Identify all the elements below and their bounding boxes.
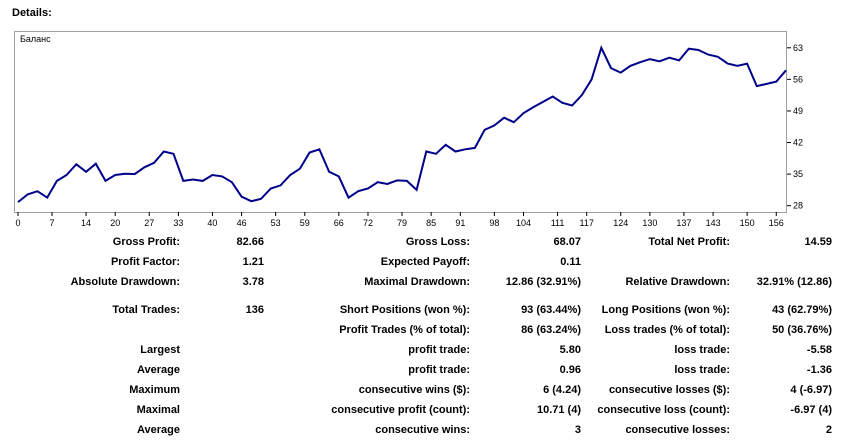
expected-payoff-label: Expected Payoff: xyxy=(380,256,470,268)
balance-chart: 0 7 14 20 27 33 40 46 53 59 66 72 79 85 91 98 104 111 117 1… xyxy=(15,43,803,228)
x-tick-label: 117 xyxy=(580,218,594,228)
loss-trades-value: 50 (36.76%) xyxy=(772,324,832,336)
y-tick-label: 49 xyxy=(793,106,803,116)
balance-series-line xyxy=(17,45,787,203)
largest-label: Largest xyxy=(140,344,180,356)
profit-factor-label: Profit Factor: xyxy=(110,256,180,268)
long-positions-value: 43 (62.79%) xyxy=(772,304,832,316)
total-net-profit-label: Total Net Profit: xyxy=(648,236,730,248)
short-positions-value: 93 (63.44%) xyxy=(521,304,581,316)
average-profit-trade-label: profit trade: xyxy=(408,364,470,376)
maximum-consecutive-wins-value: 6 (4.24) xyxy=(543,384,581,396)
average-label: Average xyxy=(136,364,180,376)
maximal-label: Maximal xyxy=(136,404,180,416)
average-consecutive-wins-value: 3 xyxy=(574,424,581,436)
series-name: Баланс xyxy=(20,34,51,44)
maximal-consecutive-loss-label: consecutive loss (count): xyxy=(597,404,730,416)
maximum-consecutive-losses-value: 4 (-6.97) xyxy=(790,384,832,396)
profit-factor-value: 1.21 xyxy=(242,256,264,268)
y-axis: 28 35 42 49 56 63 xyxy=(787,43,803,211)
x-tick-label: 7 xyxy=(50,218,55,228)
maximal-drawdown-value: 12.86 (32.91%) xyxy=(505,276,581,288)
average-consecutive-losses-value: 2 xyxy=(825,424,832,436)
total-net-profit-value: 14.59 xyxy=(804,236,832,248)
average-consecutive-wins-label: consecutive wins: xyxy=(375,424,470,436)
x-tick-label: 66 xyxy=(334,218,344,228)
maximum-label: Maximum xyxy=(129,384,180,396)
x-tick-label: 130 xyxy=(642,218,657,228)
total-trades-value: 136 xyxy=(245,304,264,316)
y-tick-label: 35 xyxy=(793,169,803,179)
average-loss-trade-label: loss trade: xyxy=(674,364,730,376)
largest-loss-trade-label: loss trade: xyxy=(674,344,730,356)
y-tick-label: 42 xyxy=(793,138,803,148)
x-tick-label: 91 xyxy=(455,218,465,228)
long-positions-label: Long Positions (won %): xyxy=(601,304,730,316)
average-consecutive-label: Average xyxy=(136,424,180,436)
short-positions-label: Short Positions (won %): xyxy=(339,304,470,316)
x-tick-label: 72 xyxy=(363,218,373,228)
largest-profit-trade-value: 5.80 xyxy=(559,344,581,356)
x-tick-label: 27 xyxy=(144,218,154,228)
x-tick-label: 0 xyxy=(15,218,20,228)
profit-trades-label: Profit Trades (% of total): xyxy=(339,324,470,336)
x-tick-label: 104 xyxy=(516,218,531,228)
relative-drawdown-value: 32.91% (12.86) xyxy=(756,276,832,288)
x-tick-label: 33 xyxy=(173,218,183,228)
largest-loss-trade-value: -5.58 xyxy=(806,344,832,356)
average-profit-trade-value: 0.96 xyxy=(559,364,581,376)
maximum-consecutive-wins-label: consecutive wins ($): xyxy=(358,384,470,396)
average-loss-trade-value: -1.36 xyxy=(806,364,832,376)
y-tick-label: 28 xyxy=(793,201,803,211)
expected-payoff-value: 0.11 xyxy=(560,256,581,268)
x-tick-label: 59 xyxy=(300,218,310,228)
y-tick-label: 56 xyxy=(793,74,803,84)
x-axis: 0 7 14 20 27 33 40 46 53 59 66 72 79 85 91 98 104 111 117 1… xyxy=(15,212,784,228)
x-tick-label: 124 xyxy=(613,218,628,228)
x-tick-label: 46 xyxy=(237,218,247,228)
maximal-drawdown-label: Maximal Drawdown: xyxy=(364,276,470,288)
average-consecutive-losses-label: consecutive losses: xyxy=(625,424,730,436)
x-tick-label: 98 xyxy=(489,218,499,228)
gross-loss-label: Gross Loss: xyxy=(405,236,470,248)
maximal-consecutive-profit-value: 10.71 (4) xyxy=(536,404,581,416)
loss-trades-label: Loss trades (% of total): xyxy=(604,324,730,336)
details-title: Details: xyxy=(12,7,52,19)
absolute-drawdown-label: Absolute Drawdown: xyxy=(70,276,180,288)
x-tick-label: 40 xyxy=(207,218,217,228)
x-tick-label: 14 xyxy=(81,218,91,228)
total-trades-label: Total Trades: xyxy=(112,304,180,316)
maximum-consecutive-losses-label: consecutive losses ($): xyxy=(608,384,730,396)
x-tick-label: 20 xyxy=(110,218,120,228)
gross-loss-value: 68.07 xyxy=(553,236,581,248)
relative-drawdown-label: Relative Drawdown: xyxy=(625,276,730,288)
gross-profit-value: 82.66 xyxy=(236,236,264,248)
x-tick-label: 85 xyxy=(426,218,436,228)
maximal-consecutive-loss-value: -6.97 (4) xyxy=(790,404,832,416)
x-tick-label: 111 xyxy=(551,218,565,228)
gross-profit-label: Gross Profit: xyxy=(112,236,180,248)
x-tick-label: 156 xyxy=(769,218,784,228)
largest-profit-trade-label: profit trade: xyxy=(408,344,470,356)
absolute-drawdown-value: 3.78 xyxy=(242,276,264,288)
profit-trades-value: 86 (63.24%) xyxy=(521,324,581,336)
x-tick-label: 53 xyxy=(271,218,281,228)
maximal-consecutive-profit-label: consecutive profit (count): xyxy=(331,404,470,416)
x-tick-label: 137 xyxy=(676,218,691,228)
y-tick-label: 63 xyxy=(793,43,803,53)
x-tick-label: 79 xyxy=(397,218,407,228)
x-tick-label: 150 xyxy=(740,218,755,228)
x-tick-label: 143 xyxy=(706,218,721,228)
